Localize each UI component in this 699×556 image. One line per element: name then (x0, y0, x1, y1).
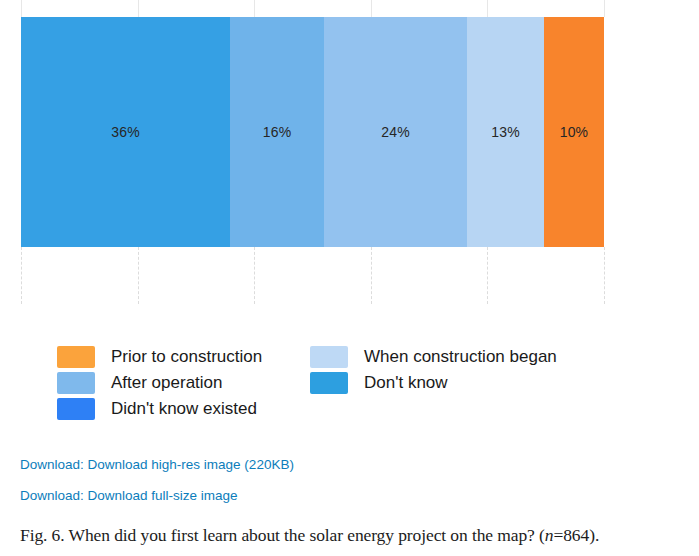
legend-label: After operation (111, 373, 223, 393)
legend-swatch (310, 346, 348, 368)
stacked-bar-chart: 36% 16% 24% 13% 10% (21, 0, 604, 304)
gridline (487, 0, 488, 17)
legend-label: Don't know (364, 373, 448, 393)
gridline (604, 247, 605, 304)
gridline (371, 0, 372, 17)
legend-label: Prior to construction (111, 347, 262, 367)
bar-segment: 24% (324, 17, 467, 247)
bar-segment: 13% (467, 17, 544, 247)
gridline (138, 247, 139, 304)
gridline (487, 247, 488, 304)
download-high-res-link[interactable]: Download: Download high-res image (220KB… (20, 457, 294, 472)
download-full-size-link[interactable]: Download: Download full-size image (20, 488, 238, 503)
gridline (371, 247, 372, 304)
legend-column: Prior to construction After operation Didn… (57, 346, 310, 420)
legend-item: After operation (57, 372, 310, 394)
chart-legend: Prior to construction After operation Didn… (57, 346, 699, 420)
legend-swatch (57, 372, 95, 394)
gridline (254, 0, 255, 17)
bar-segment-value-label: 10% (560, 124, 589, 140)
bar-segment: 36% (21, 17, 230, 247)
bar-segment: 10% (544, 17, 604, 247)
legend-label: When construction began (364, 347, 557, 367)
legend-item: When construction began (310, 346, 557, 368)
gridline (604, 0, 605, 17)
gridlines-above-bar (21, 0, 604, 17)
legend-swatch (57, 398, 95, 420)
bar-segment-value-label: 16% (263, 124, 292, 140)
gridlines-below-bar (21, 247, 604, 304)
gridline (254, 247, 255, 304)
stacked-bar: 36% 16% 24% 13% 10% (21, 17, 604, 247)
figure-caption: Fig. 6. When did you first learn about t… (20, 525, 699, 546)
download-links: Download: Download high-res image (220KB… (20, 455, 699, 504)
caption-text-before: Fig. 6. When did you first learn about t… (20, 525, 545, 545)
legend-item: Prior to construction (57, 346, 310, 368)
gridline (21, 247, 22, 304)
caption-text-after: =864). (553, 525, 599, 545)
legend-item: Didn't know existed (57, 398, 310, 420)
legend-swatch (57, 346, 95, 368)
gridline (138, 0, 139, 17)
bar-segment-value-label: 13% (491, 124, 520, 140)
legend-column: When construction began Don't know (310, 346, 557, 420)
bar-segment-value-label: 24% (381, 124, 410, 140)
legend-label: Didn't know existed (111, 399, 257, 419)
legend-swatch (310, 372, 348, 394)
bar-segment: 16% (230, 17, 324, 247)
bar-segment-value-label: 36% (111, 124, 140, 140)
gridline (21, 0, 22, 17)
figure: 36% 16% 24% 13% 10% Prior to construction Aft… (0, 0, 699, 546)
legend-item: Don't know (310, 372, 557, 394)
